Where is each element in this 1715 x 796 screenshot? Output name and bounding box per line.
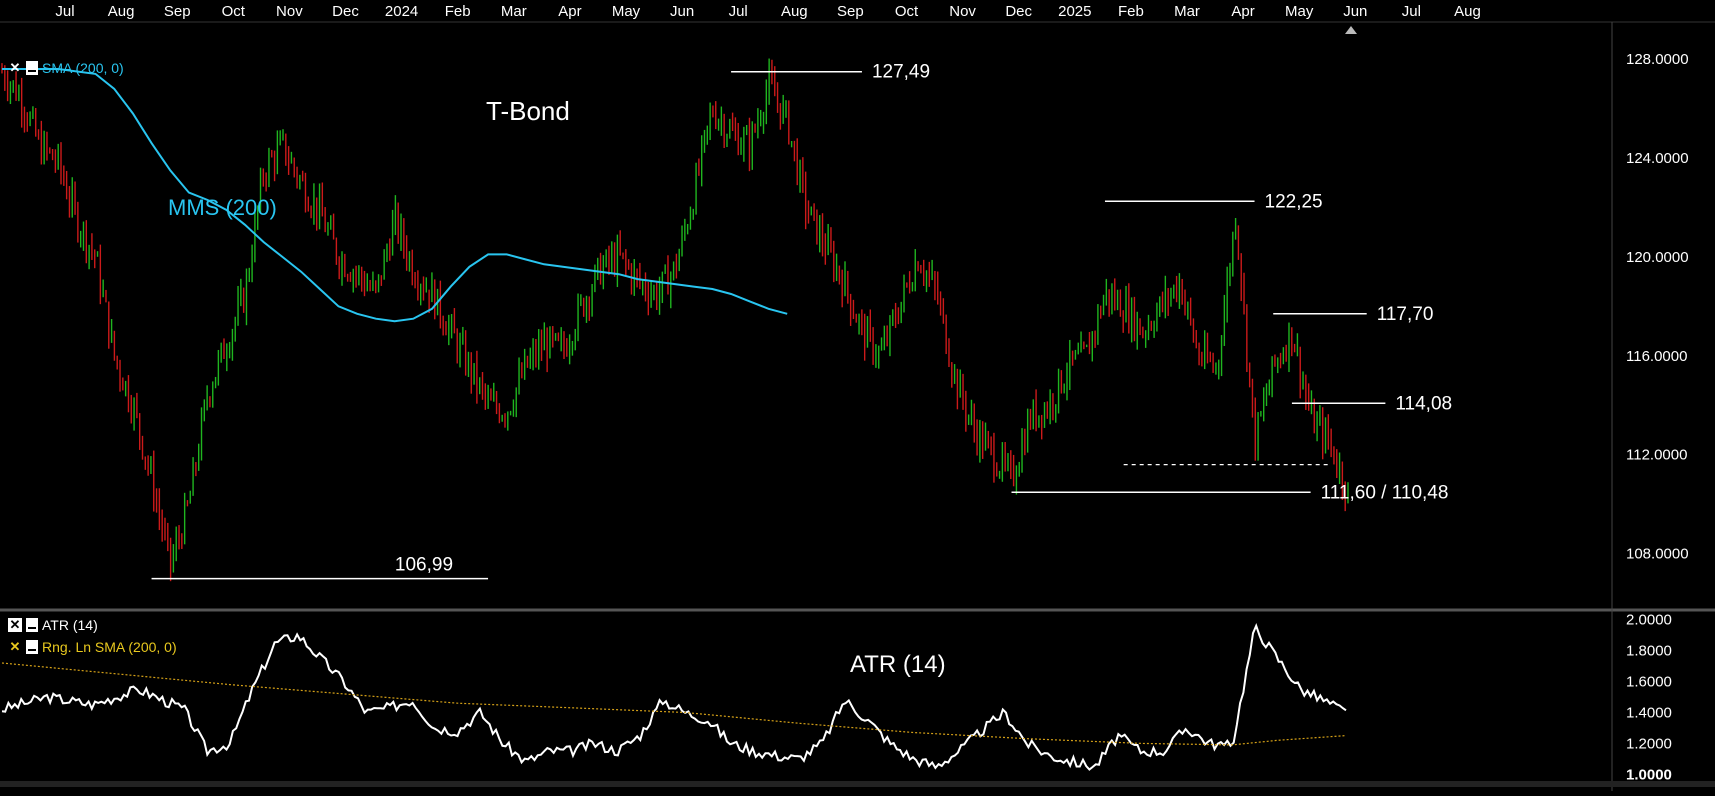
atr-axis-tick-label: 1.2000 bbox=[1626, 735, 1672, 752]
time-axis-label: Mar bbox=[501, 3, 527, 20]
time-axis-label: Sep bbox=[164, 3, 191, 20]
time-axis-label: Oct bbox=[222, 3, 246, 20]
price-axis-tick-label: 128.0000 bbox=[1626, 51, 1689, 68]
home-marker-icon bbox=[1345, 26, 1357, 34]
close-icon[interactable]: ✕ bbox=[8, 617, 22, 632]
time-axis-label: May bbox=[612, 3, 641, 20]
atr-legend-label: ATR (14) bbox=[42, 617, 98, 633]
price-axis-tick-label: 112.0000 bbox=[1626, 447, 1687, 464]
time-axis-label: Apr bbox=[1231, 3, 1254, 20]
sma-200-label: MMS (200) bbox=[168, 195, 277, 220]
atr-chart-title: ATR (14) bbox=[850, 651, 946, 678]
price-axis-tick-label: 120.0000 bbox=[1626, 249, 1689, 266]
level-label: 106,99 bbox=[395, 555, 453, 576]
close-icon[interactable]: ✕ bbox=[9, 639, 21, 654]
time-axis-label: 2024 bbox=[385, 3, 418, 20]
time-axis-label: May bbox=[1285, 3, 1314, 20]
atr-line bbox=[1, 623, 1347, 771]
sma-legend-label: SMA (200, 0) bbox=[42, 60, 124, 76]
time-axis-label: Aug bbox=[1454, 3, 1481, 20]
time-axis-label: Aug bbox=[781, 3, 808, 20]
close-icon[interactable]: ✕ bbox=[9, 60, 21, 75]
time-axis-label: 2025 bbox=[1058, 3, 1091, 20]
rng-sma-legend-chip[interactable]: ✕ Rng. Ln SMA (200, 0) bbox=[8, 639, 177, 655]
atr-axis-tick-label: 1.6000 bbox=[1626, 674, 1672, 691]
atr-axis-tick-label: 1.4000 bbox=[1626, 704, 1672, 721]
time-axis-label: Nov bbox=[276, 3, 303, 20]
time-axis-label: Jul bbox=[1402, 3, 1421, 20]
time-axis-label: Oct bbox=[895, 3, 919, 20]
minimize-icon[interactable] bbox=[26, 618, 38, 632]
time-axis-label: Apr bbox=[558, 3, 581, 20]
level-label: 122,25 bbox=[1265, 191, 1323, 212]
time-axis-label: Jul bbox=[55, 3, 74, 20]
atr-axis-tick-label: 1.0000 bbox=[1626, 766, 1672, 783]
time-axis-label: Feb bbox=[445, 3, 471, 20]
time-axis-label: Jul bbox=[729, 3, 748, 20]
time-axis-label: Mar bbox=[1174, 3, 1200, 20]
time-axis-label: Sep bbox=[837, 3, 864, 20]
minimize-icon[interactable] bbox=[26, 640, 38, 654]
price-axis-tick-label: 108.0000 bbox=[1626, 546, 1689, 563]
atr-axis-tick-label: 1.8000 bbox=[1626, 643, 1672, 660]
atr-sma-line bbox=[1, 662, 1347, 746]
time-axis-label: Jun bbox=[1343, 3, 1367, 20]
time-axis-label: Dec bbox=[332, 3, 359, 20]
sma-legend-chip[interactable]: ✕ SMA (200, 0) bbox=[8, 60, 124, 76]
atr-axis-tick-label: 2.0000 bbox=[1626, 612, 1672, 629]
level-label: 114,08 bbox=[1395, 393, 1452, 414]
sma-200-line bbox=[2, 68, 788, 323]
minimize-icon[interactable] bbox=[26, 61, 38, 75]
time-axis-label: Nov bbox=[949, 3, 976, 20]
atr-legend-chip[interactable]: ✕ ATR (14) bbox=[8, 617, 98, 633]
level-label: 111,60 / 110,48 bbox=[1321, 482, 1449, 503]
price-chart-title: T-Bond bbox=[486, 96, 570, 126]
price-axis-tick-label: 116.0000 bbox=[1626, 348, 1687, 365]
time-axis-bar bbox=[0, 0, 1715, 22]
rng-sma-legend-label: Rng. Ln SMA (200, 0) bbox=[42, 639, 177, 655]
time-axis-label: Aug bbox=[108, 3, 135, 20]
level-label: 117,70 bbox=[1377, 304, 1434, 325]
price-axis-tick-label: 124.0000 bbox=[1626, 150, 1689, 167]
level-label: 127,49 bbox=[872, 62, 930, 83]
time-axis-label: Feb bbox=[1118, 3, 1144, 20]
time-axis-label: Dec bbox=[1005, 3, 1032, 20]
candles bbox=[1, 58, 1349, 582]
time-axis-label: Jun bbox=[670, 3, 694, 20]
